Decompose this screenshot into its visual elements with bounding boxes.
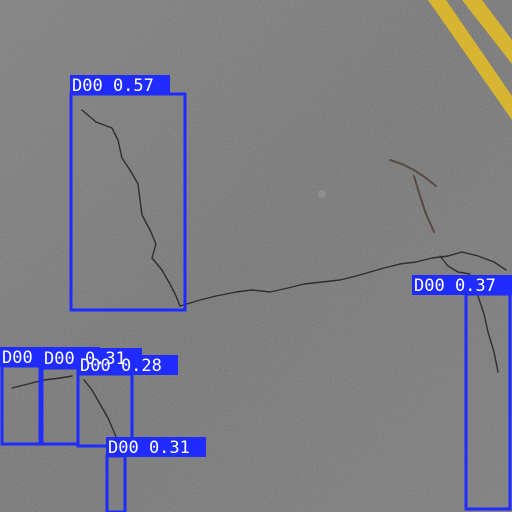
detection-label-4: D00 0.31: [44, 349, 126, 369]
detection-label-5: D00 0.28: [80, 356, 162, 376]
debris-stick: [389, 159, 437, 233]
detection-label-2: D00 0.37: [414, 276, 496, 296]
yellow-lane-markings: [428, 0, 512, 120]
detection-label-bg-2: [412, 275, 512, 295]
pebble: [318, 190, 326, 198]
detection-label-bg-6: [106, 437, 206, 457]
detection-label-3: D00: [2, 348, 33, 368]
detection-label-6: D00 0.31: [108, 438, 190, 458]
detection-label-backgrounds: [0, 75, 512, 457]
pavement-cracks: [11, 109, 507, 447]
detection-label-1: D00 0.57: [72, 76, 154, 96]
detection-label-bg-5: [78, 355, 178, 375]
detection-label-bg-1: [70, 75, 170, 95]
